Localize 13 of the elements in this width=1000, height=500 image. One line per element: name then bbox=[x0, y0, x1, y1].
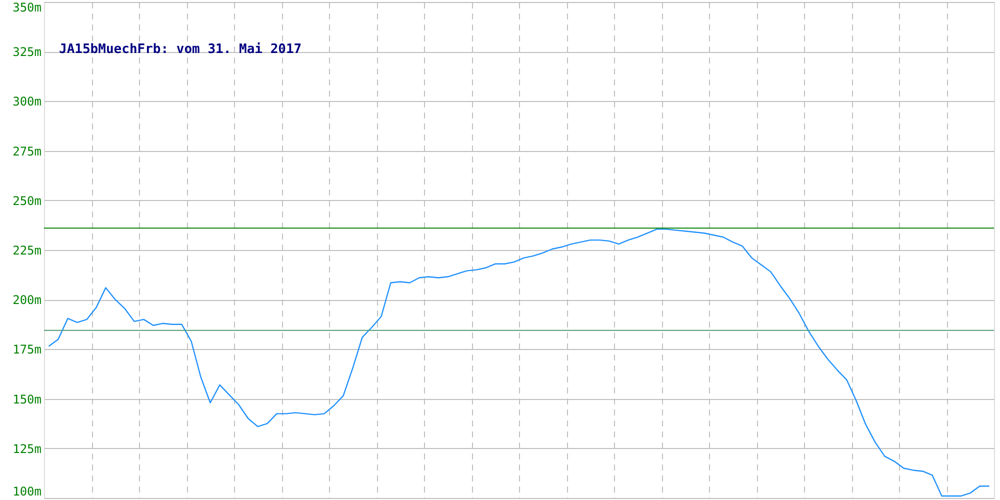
y-tick-label: 350m bbox=[12, 0, 42, 14]
y-tick-label: 125m bbox=[12, 442, 42, 456]
y-tick-label: 225m bbox=[12, 244, 42, 258]
y-tick-label: 250m bbox=[12, 194, 42, 208]
y-tick-label: 100m bbox=[12, 484, 42, 498]
line-series bbox=[48, 228, 990, 497]
y-tick-label: 325m bbox=[12, 45, 42, 60]
y-tick-label: 200m bbox=[12, 293, 42, 308]
y-tick-label: 275m bbox=[12, 144, 42, 158]
y-tick-label: 300m bbox=[12, 94, 42, 109]
text: JA15bMuechFrb: vom 31. Mai 2017 bbox=[59, 42, 302, 57]
y-tick-label: 150m bbox=[12, 392, 42, 406]
y-tick-label: 175m bbox=[12, 342, 42, 357]
